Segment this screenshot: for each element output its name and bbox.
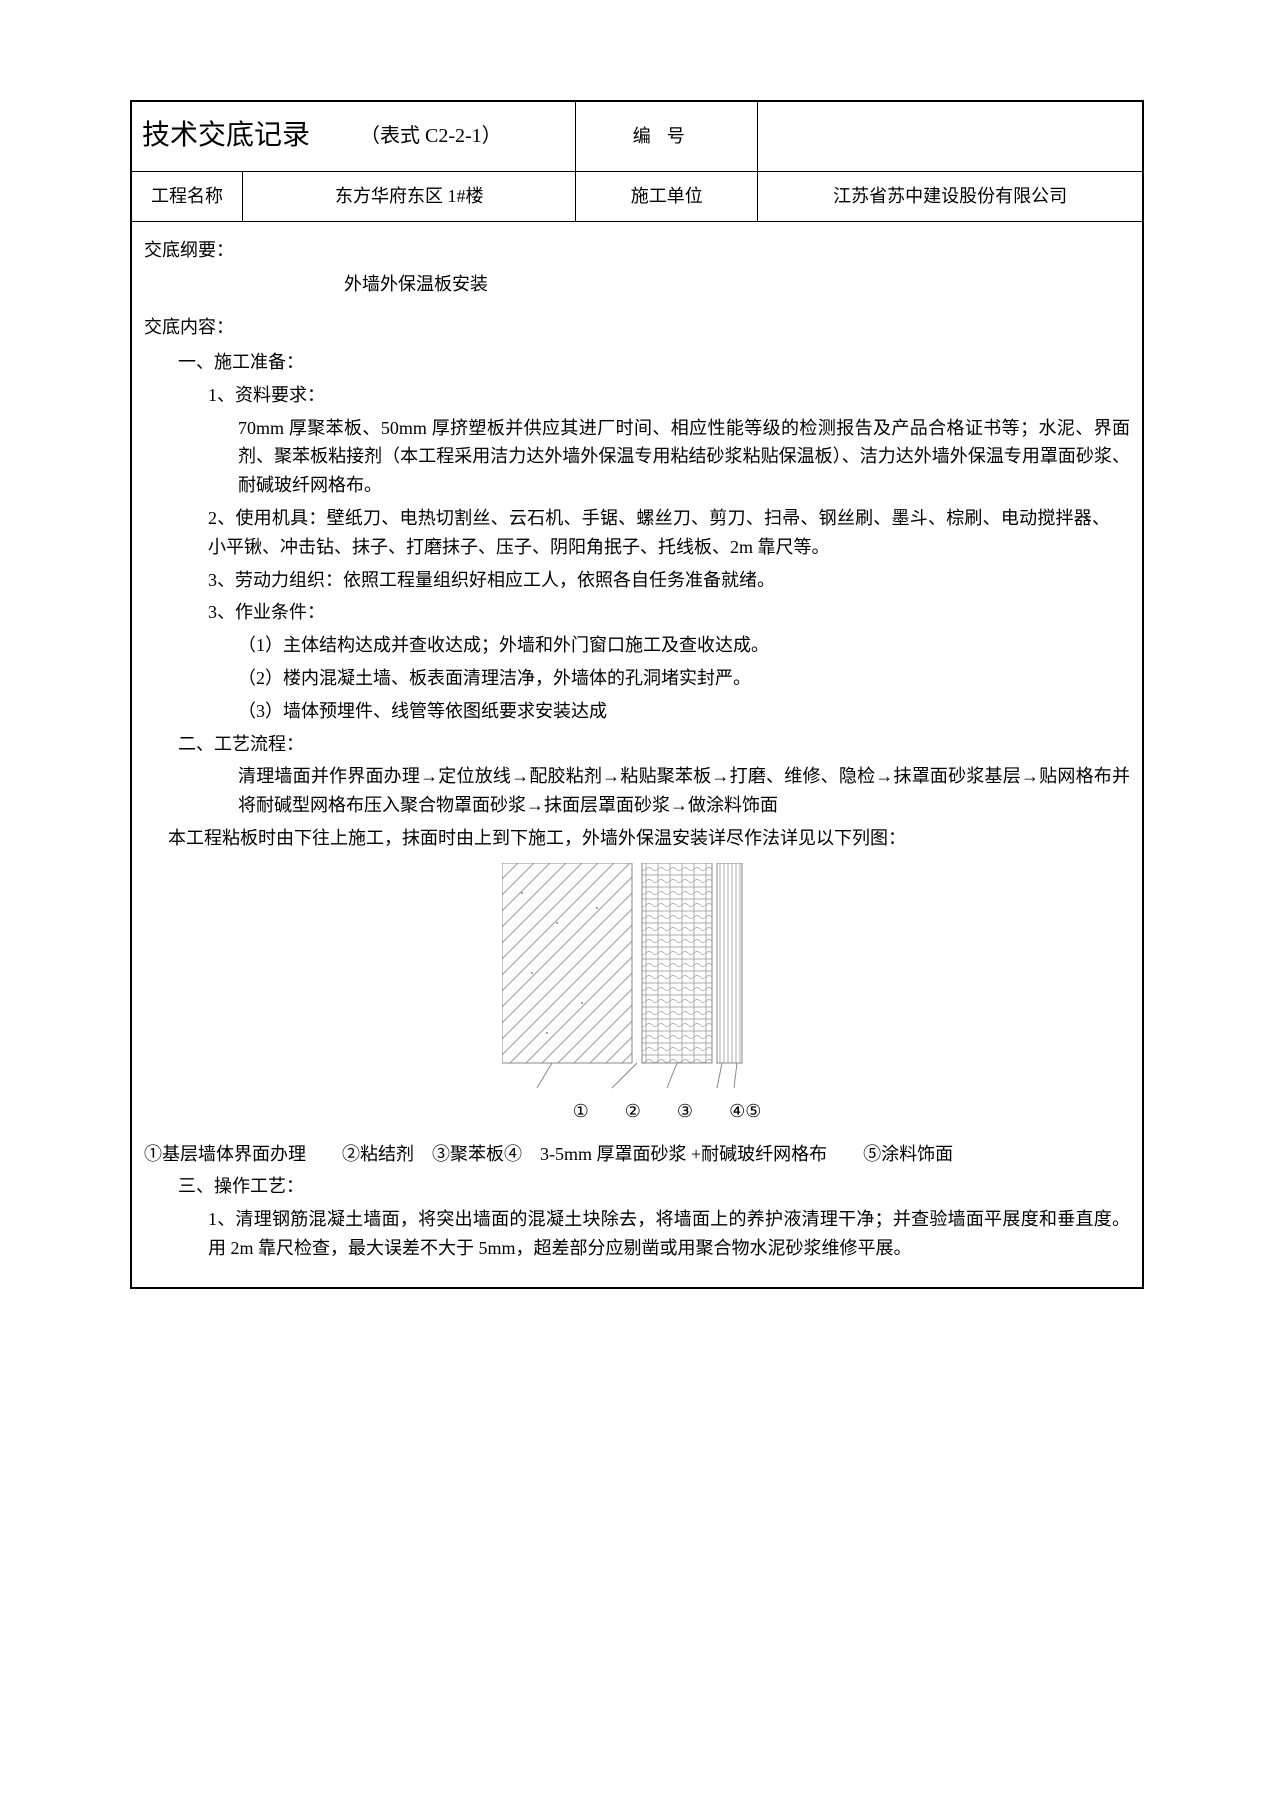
section-1-2-text: 2、使用机具：壁纸刀、电热切割丝、云石机、手锯、螺丝刀、剪刀、扫帚、钢丝刷、墨斗… xyxy=(144,504,1130,562)
content-area: 交底纲要： 外墙外保温板安装 交底内容： 一、施工准备： 1、资料要求： 70m… xyxy=(132,222,1142,1287)
section-1-1-label: 1、资料要求： xyxy=(144,381,1130,410)
section-3-title: 三、操作工艺： xyxy=(144,1172,1130,1201)
form-code: （表式 C2-2-1） xyxy=(360,120,502,152)
serial-number-label: 编号 xyxy=(576,102,758,171)
outline-title: 外墙外保温板安装 xyxy=(144,270,1130,299)
installation-diagram xyxy=(502,863,772,1093)
diagram-container xyxy=(144,863,1130,1093)
section-2-text: 清理墙面并作界面办理→定位放线→配胶粘剂→粘贴聚苯板→打磨、维修、隐检→抹罩面砂… xyxy=(144,762,1130,820)
construction-unit-value: 江苏省苏中建设股份有限公司 xyxy=(758,172,1142,221)
section-1-4-1: （1）主体结构达成并查收达成；外墙和外门窗口施工及查收达成。 xyxy=(144,631,1130,660)
project-name-value: 东方华府东区 1#楼 xyxy=(243,172,576,221)
title-cell: 技术交底记录 （表式 C2-2-1） xyxy=(132,102,576,171)
content-label: 交底内容： xyxy=(144,313,1130,342)
section-1-1-text: 70mm 厚聚苯板、50mm 厚挤塑板并供应其进厂时间、相应性能等级的检测报告及… xyxy=(144,414,1130,500)
section-1-4-2: （2）楼内混凝土墙、板表面清理洁净，外墙体的孔洞堵实封严。 xyxy=(144,664,1130,693)
section-1-4-label: 3、作业条件： xyxy=(144,598,1130,627)
section-2-note: 本工程粘板时由下往上施工，抹面时由上到下施工，外墙外保温安装详尽作法详见以下列图… xyxy=(144,824,1130,853)
header-row-2: 工程名称 东方华府东区 1#楼 施工单位 江苏省苏中建设股份有限公司 xyxy=(132,172,1142,222)
diagram-legend: ①基层墙体界面办理 ②粘结剂 ③聚苯板④ 3-5mm 厚罩面砂浆 +耐碱玻纤网格… xyxy=(144,1140,1130,1169)
main-title: 技术交底记录 xyxy=(142,114,310,159)
serial-number-value xyxy=(758,102,1142,171)
construction-unit-label: 施工单位 xyxy=(576,172,758,221)
section-1-3-text: 3、劳动力组织：依照工程量组织好相应工人，依照各自任务准备就绪。 xyxy=(144,566,1130,595)
section-2-title: 二、工艺流程： xyxy=(144,730,1130,759)
diagram-numbers: ① ② ③ ④⑤ xyxy=(144,1097,1130,1126)
section-3-1-text: 1、清理钢筋混凝土墙面，将突出墙面的混凝土块除去，将墙面上的养护液清理干净；并查… xyxy=(144,1205,1130,1263)
section-1-title: 一、施工准备： xyxy=(144,348,1130,377)
document-container: 技术交底记录 （表式 C2-2-1） 编号 工程名称 东方华府东区 1#楼 施工… xyxy=(130,100,1144,1289)
outline-label: 交底纲要： xyxy=(144,236,1130,265)
header-row-1: 技术交底记录 （表式 C2-2-1） 编号 xyxy=(132,102,1142,172)
section-1-4-3: （3）墙体预埋件、线管等依图纸要求安装达成 xyxy=(144,697,1130,726)
project-name-label: 工程名称 xyxy=(132,172,243,221)
